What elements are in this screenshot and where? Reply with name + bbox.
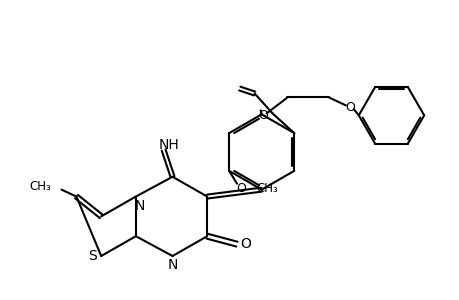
Text: CH₃: CH₃ bbox=[256, 182, 278, 195]
Text: NH: NH bbox=[158, 138, 179, 152]
Text: O: O bbox=[235, 182, 246, 195]
Text: CH₃: CH₃ bbox=[29, 180, 50, 193]
Text: O: O bbox=[257, 109, 267, 122]
Text: O: O bbox=[240, 237, 251, 251]
Text: N: N bbox=[167, 258, 177, 272]
Text: S: S bbox=[88, 249, 96, 263]
Text: N: N bbox=[134, 200, 145, 214]
Text: O: O bbox=[344, 101, 354, 114]
